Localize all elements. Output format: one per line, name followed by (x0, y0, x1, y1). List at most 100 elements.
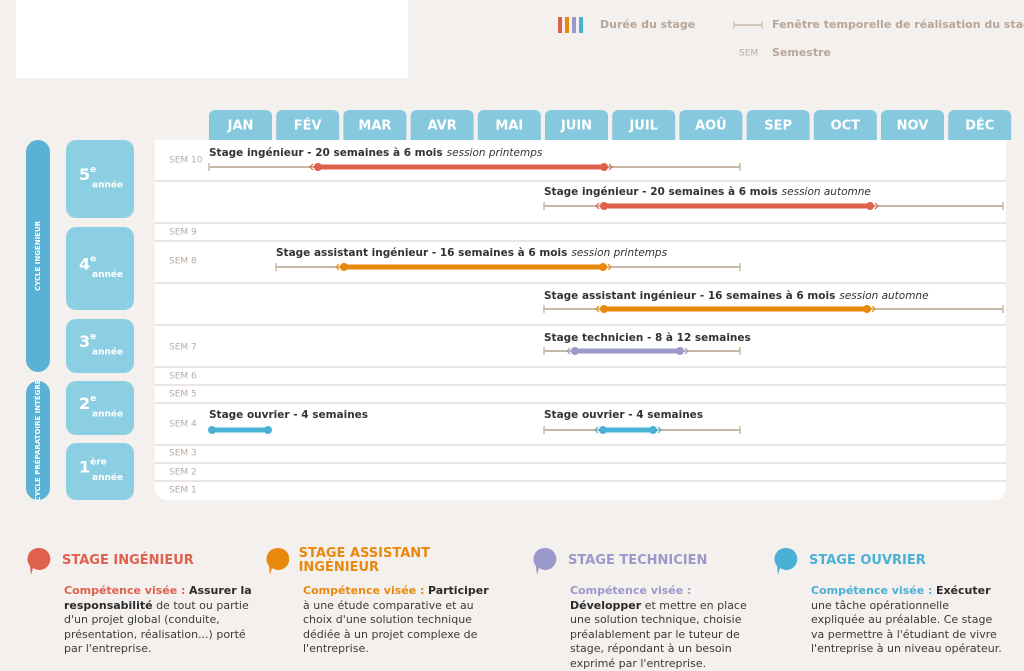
year-number: 5 (79, 165, 90, 184)
month-label: AOÛ (695, 118, 727, 134)
stage-end (649, 426, 657, 434)
year-label: 5e (79, 165, 96, 184)
year-label: 1ère (79, 456, 107, 476)
year-suffix: e (90, 254, 96, 264)
legend-swatch (558, 17, 562, 33)
description-bold: Assurer la responsabilité (64, 584, 252, 612)
stage-title: Stage ouvrier - 4 semaines (544, 409, 703, 421)
month-label: OCT (831, 119, 861, 134)
description-text: de tout ou partie d'un projet global (co… (64, 598, 249, 656)
stage-session: session automne (839, 290, 928, 302)
description-head: STAGE INGÉNIEUR (26, 547, 256, 575)
year-unit: année (92, 409, 123, 420)
month-tab (209, 110, 272, 140)
semester-label: SEM 7 (169, 343, 197, 353)
bubble-icon (774, 547, 798, 575)
cycle-bar (26, 140, 50, 372)
year-unit: année (92, 347, 123, 358)
stage-end (863, 305, 871, 313)
stage-description: STAGE TECHNICIEN Compétence visée : Dével… (532, 547, 762, 671)
semester-label: SEM 5 (169, 390, 197, 400)
description-bold: Participer (427, 584, 489, 597)
year-unit: année (92, 180, 123, 191)
bubble-shape (27, 547, 51, 575)
description-body: Compétence visée : Participer à une étud… (303, 584, 495, 657)
description-title: STAGE ASSISTANT INGÉNIEUR (298, 545, 431, 575)
semester-label: SEM 6 (169, 372, 197, 382)
semester-label: SEM 10 (169, 156, 203, 166)
legend-label: Semestre (772, 46, 831, 59)
year-box (66, 227, 134, 310)
year-suffix: e (90, 165, 96, 175)
stage-description: STAGE OUVRIER Compétence visée : Exécuter… (773, 547, 1003, 657)
stage-description: STAGE ASSISTANT INGÉNIEUR Compétence visé… (265, 545, 495, 657)
cycle-label: CYCLE INGÉNIEUR (33, 220, 42, 291)
month-tab (477, 110, 541, 140)
stage-name: Stage assistant ingénieur - 16 semaines … (544, 290, 835, 302)
month-tab (343, 110, 407, 140)
month-label: JAN (227, 119, 254, 134)
year-suffix: e (90, 394, 96, 404)
stage-end (571, 347, 579, 355)
description-body: Compétence visée : Exécuter une tâche op… (811, 584, 1003, 657)
year-box (66, 381, 134, 435)
description-head: STAGE ASSISTANT INGÉNIEUR (265, 545, 495, 575)
month-label: FÉV (294, 118, 322, 134)
year-box (66, 443, 134, 500)
stage-name: Stage assistant ingénieur - 16 semaines … (276, 247, 567, 259)
month-tab (746, 110, 810, 140)
bubble-icon (266, 547, 289, 575)
semester-label: SEM 9 (169, 228, 197, 238)
legend-abbr: SEM (739, 49, 758, 59)
stage-end (600, 163, 608, 171)
stage-name: Stage ingénieur - 20 semaines à 6 mois (544, 186, 778, 198)
bubble-shape (266, 547, 289, 575)
stage-session: session printemps (571, 247, 667, 259)
legend-swatch (565, 17, 569, 33)
stage-end (676, 347, 684, 355)
year-suffix: e (90, 332, 96, 342)
stage-end (600, 305, 608, 313)
year-number: 4 (79, 254, 90, 273)
year-label: 2e (79, 394, 96, 413)
month-label: SEP (764, 119, 792, 134)
stage-name: Stage ouvrier - 4 semaines (209, 409, 368, 421)
year-box (66, 140, 134, 218)
stage-title: Stage ouvrier - 4 semaines (209, 409, 368, 421)
stage-session: session automne (782, 186, 871, 198)
stage-end (600, 202, 608, 210)
stage-end (208, 426, 216, 434)
month-tab (813, 110, 877, 140)
bubble-shape (533, 547, 557, 575)
bubble-icon (533, 547, 557, 575)
legend-swatch (579, 17, 583, 33)
month-label: MAI (495, 119, 523, 134)
stage-name: Stage technicien - 8 à 12 semaines (544, 332, 751, 344)
month-tab (948, 110, 1012, 140)
month-tab (545, 110, 608, 140)
description-head: STAGE OUVRIER (773, 547, 1003, 575)
stage-title: Stage assistant ingénieur - 16 semaines … (276, 247, 668, 259)
stage-name: Stage ingénieur - 20 semaines à 6 mois (209, 147, 443, 159)
stage-title: Stage assistant ingénieur - 16 semaines … (544, 290, 929, 302)
month-label: JUIL (628, 119, 658, 134)
semester-label: SEM 1 (169, 486, 197, 496)
stage-name: Stage ouvrier - 4 semaines (544, 409, 703, 421)
semester-label: SEM 3 (169, 449, 197, 459)
stage-title: Stage ingénieur - 20 semaines à 6 mois se… (544, 186, 871, 198)
stage-title: Stage technicien - 8 à 12 semaines (544, 332, 751, 344)
bubble-shape (774, 547, 798, 575)
month-tab (410, 110, 474, 140)
stage-end (599, 263, 607, 271)
description-body: Compétence visée : Développer et mettre … (570, 584, 762, 671)
month-label: NOV (897, 119, 929, 134)
month-tab (612, 110, 676, 140)
description-lead: Compétence visée : (811, 584, 933, 597)
description-lead: Compétence visée : (303, 584, 425, 597)
description-head: STAGE TECHNICIEN (532, 547, 762, 575)
month-label: JUIN (560, 119, 592, 134)
stage-title: Stage ingénieur - 20 semaines à 6 mois se… (209, 147, 543, 159)
year-number: 2 (79, 394, 90, 413)
month-label: AVR (427, 119, 456, 134)
